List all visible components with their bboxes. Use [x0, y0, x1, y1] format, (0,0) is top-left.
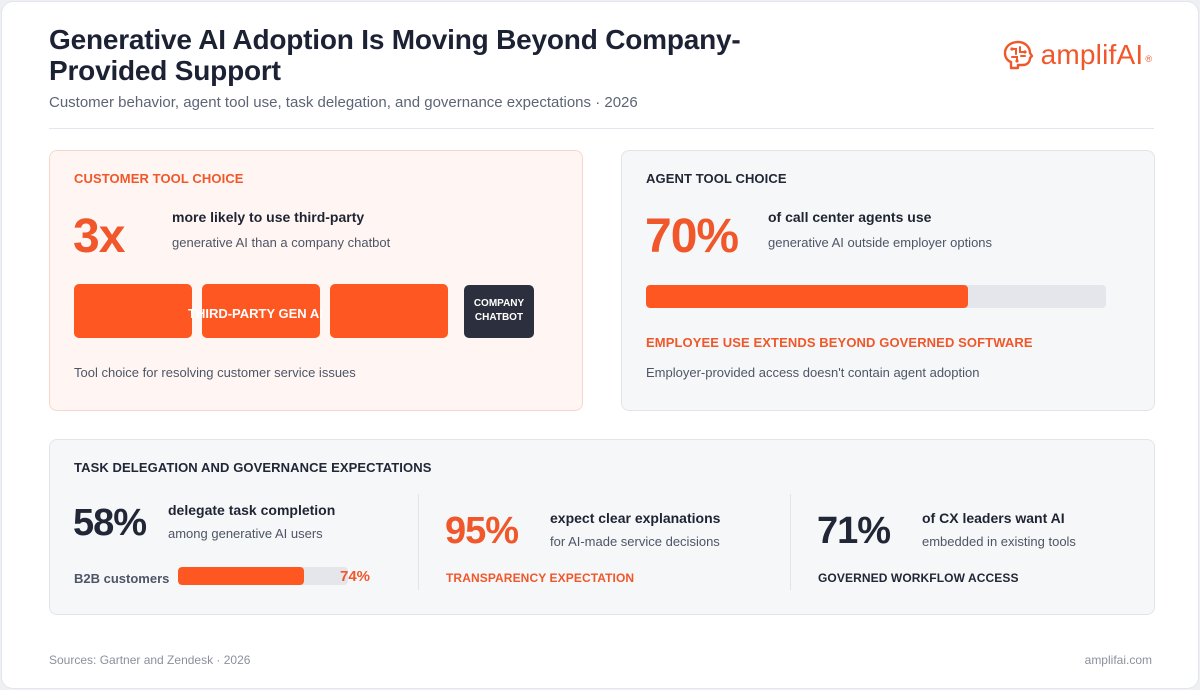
governance-stat-sub: embedded in existing tools — [922, 534, 1076, 549]
brain-circuit-icon — [1001, 38, 1035, 72]
b2b-bar-fill — [178, 567, 304, 585]
chatbot-label-line2: CHATBOT — [474, 312, 524, 323]
governance-big-stat: 71% — [817, 510, 891, 552]
agent-usage-bar — [646, 285, 1106, 308]
card-label: TASK DELEGATION AND GOVERNANCE EXPECTATI… — [74, 460, 432, 475]
delegation-stat-head: delegate task completion — [168, 502, 336, 518]
company-chatbot-tile: COMPANY CHATBOT — [464, 285, 534, 338]
footer-site-link[interactable]: amplifai.com — [1084, 653, 1152, 667]
brand-logo: amplifAI ® — [1001, 38, 1152, 72]
page-title: Generative AI Adoption Is Moving Beyond … — [49, 24, 741, 86]
transparency-big-stat: 95% — [445, 510, 519, 552]
agent-note: Employer-provided access doesn't contain… — [646, 365, 980, 380]
footer-sources: Sources: Gartner and Zendesk · 2026 — [49, 653, 251, 667]
delegation-stat-sub: among generative AI users — [168, 526, 323, 541]
agent-big-stat: 70% — [645, 210, 739, 263]
b2b-bar-value: 74% — [340, 568, 371, 585]
customer-stat-sub: generative AI than a company chatbot — [172, 235, 391, 250]
column-divider — [418, 494, 419, 590]
customer-stat-head: more likely to use third-party — [172, 209, 365, 225]
governance-tag: GOVERNED WORKFLOW ACCESS — [818, 571, 1019, 585]
transparency-tag: TRANSPARENCY EXPECTATION — [446, 571, 635, 585]
b2b-bar — [178, 567, 348, 585]
chatbot-label-line1: COMPANY — [473, 298, 525, 309]
third-party-caption: THIRD-PARTY GEN AI — [188, 306, 323, 321]
agent-usage-bar-fill — [646, 285, 968, 308]
customer-tool-choice-card: CUSTOMER TOOL CHOICE 3x more likely to u… — [49, 150, 583, 411]
brand-name: amplifAI — [1040, 39, 1144, 70]
b2b-bar-label: B2B customers — [74, 571, 170, 586]
card-label: AGENT TOOL CHOICE — [646, 171, 787, 186]
registered-mark: ® — [1145, 54, 1152, 64]
customer-note: Tool choice for resolving customer servi… — [74, 365, 356, 380]
third-party-tile — [330, 284, 448, 338]
card-label: CUSTOMER TOOL CHOICE — [74, 171, 244, 186]
agent-tool-choice-card: AGENT TOOL CHOICE 70% of call center age… — [621, 150, 1155, 411]
third-party-tile — [202, 284, 320, 338]
agent-stat-head: of call center agents use — [768, 209, 932, 225]
governance-stat-head: of CX leaders want AI — [922, 510, 1065, 526]
delegation-big-stat: 58% — [73, 502, 147, 544]
transparency-stat-sub: for AI-made service decisions — [550, 534, 720, 549]
task-delegation-card: TASK DELEGATION AND GOVERNANCE EXPECTATI… — [49, 439, 1155, 615]
page-subtitle: Customer behavior, agent tool use, task … — [49, 94, 638, 111]
column-divider — [790, 494, 791, 590]
transparency-stat-head: expect clear explanations — [550, 510, 721, 526]
agent-stat-sub: generative AI outside employer options — [768, 235, 993, 250]
agent-emphasis: EMPLOYEE USE EXTENDS BEYOND GOVERNED SOF… — [646, 335, 1033, 350]
header-divider — [49, 128, 1154, 129]
customer-big-stat: 3x — [73, 210, 125, 263]
third-party-tile — [74, 284, 192, 338]
